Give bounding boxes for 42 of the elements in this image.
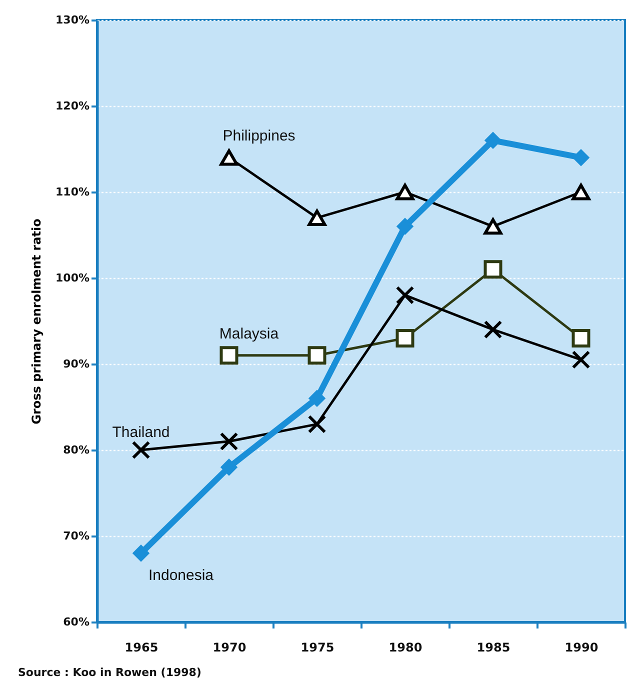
point <box>396 286 414 304</box>
point <box>220 459 238 476</box>
y-tick-label: 70% <box>63 530 90 542</box>
x-tick-label: 1990 <box>564 640 598 654</box>
y-tick-label: 130% <box>56 14 90 26</box>
y-tick-label: 110% <box>56 186 90 198</box>
y-tick-label: 90% <box>63 358 90 370</box>
point <box>572 328 590 348</box>
source-note: Source : Koo in Rowen (1998) <box>18 666 202 679</box>
point <box>572 184 590 200</box>
point <box>484 260 502 279</box>
point <box>484 320 502 339</box>
series-label: Philippines <box>222 128 296 145</box>
x-tick-label: 1975 <box>300 640 334 654</box>
y-tick-label: 120% <box>56 100 90 112</box>
point <box>308 414 326 434</box>
x-tick-label: 1985 <box>476 640 510 654</box>
point <box>396 218 414 234</box>
point <box>572 350 590 369</box>
point <box>484 218 502 235</box>
point <box>220 149 238 166</box>
point <box>220 346 238 365</box>
point <box>308 210 326 226</box>
y-tick-label: 100% <box>56 272 90 284</box>
point <box>220 432 238 451</box>
x-tick-label: 1965 <box>124 640 158 654</box>
x-tick-label: 1980 <box>388 640 422 654</box>
point <box>132 440 150 460</box>
point <box>308 390 326 406</box>
x-tick-label: 1970 <box>212 640 246 654</box>
point <box>132 545 150 562</box>
y-axis-title: Gross primary enrolment ratio <box>30 218 44 424</box>
y-tick-label: 80% <box>63 444 90 456</box>
point <box>484 132 502 148</box>
point <box>396 184 414 200</box>
series-label: Malaysia <box>219 325 280 342</box>
point <box>308 346 326 365</box>
series-label: Thailand <box>112 424 170 441</box>
series-label: Indonesia <box>148 567 214 584</box>
point <box>572 150 590 166</box>
y-tick-label: 60% <box>63 616 90 628</box>
point <box>396 328 414 348</box>
